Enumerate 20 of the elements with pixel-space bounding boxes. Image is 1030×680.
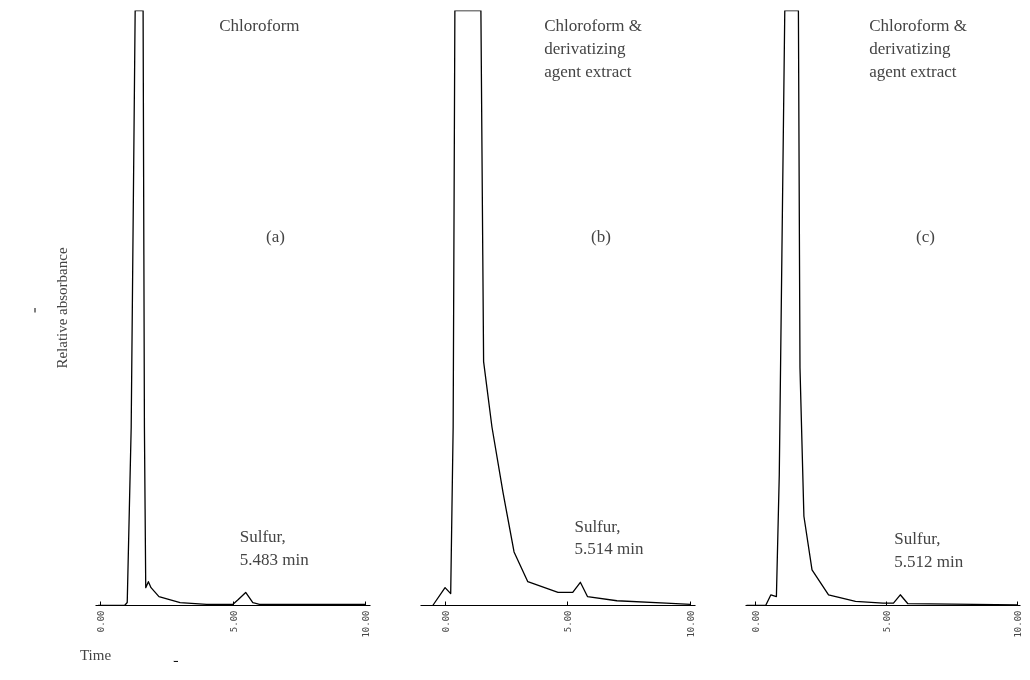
x-tick-label: 0.00 xyxy=(440,610,451,633)
x-tick-label: 5.00 xyxy=(228,610,239,633)
x-tick-label: 5.00 xyxy=(882,610,893,633)
x-tick-label: 5.00 xyxy=(563,610,574,633)
x-tick-label: 10.00 xyxy=(360,610,371,638)
x-tick-label: 10.00 xyxy=(1013,610,1024,638)
annotation: Sulfur, 5.512 min xyxy=(894,529,964,571)
annotation: (a) xyxy=(266,227,285,247)
x-axis-title: Time xyxy=(79,646,112,663)
annotation: Sulfur, 5.483 min xyxy=(239,526,310,569)
annotation: Chloroform & derivatizing agent extract xyxy=(544,16,642,82)
x-tick-label: 0.00 xyxy=(96,610,107,633)
x-tick-label: 10.00 xyxy=(686,610,697,638)
y-axis-title: Relative absorbance xyxy=(53,247,70,369)
annotation: Chloroform xyxy=(219,16,300,36)
annotation: (b) xyxy=(591,227,611,247)
x-tick-label: 0.00 xyxy=(751,610,762,633)
annotation: Chloroform & derivatizing agent extract xyxy=(869,16,967,82)
annotation: Sulfur, 5.514 min xyxy=(574,516,644,559)
annotation: (c) xyxy=(916,227,935,247)
